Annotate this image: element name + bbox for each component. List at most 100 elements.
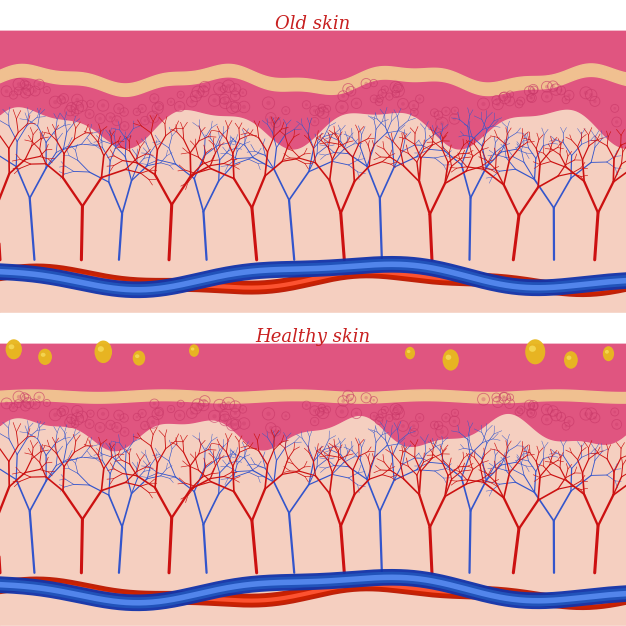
Circle shape: [313, 120, 316, 123]
Circle shape: [454, 411, 456, 414]
Circle shape: [384, 409, 386, 411]
Circle shape: [413, 111, 416, 113]
Circle shape: [62, 97, 66, 100]
Ellipse shape: [408, 351, 414, 357]
Ellipse shape: [192, 349, 198, 355]
Ellipse shape: [564, 351, 578, 369]
Circle shape: [437, 424, 440, 427]
Circle shape: [117, 107, 120, 110]
Circle shape: [4, 401, 9, 405]
Circle shape: [318, 411, 321, 414]
Circle shape: [88, 423, 91, 426]
Circle shape: [123, 125, 126, 128]
Ellipse shape: [98, 346, 104, 352]
Circle shape: [38, 396, 41, 399]
Circle shape: [274, 429, 277, 433]
Circle shape: [502, 395, 505, 398]
Ellipse shape: [9, 346, 21, 356]
Circle shape: [156, 412, 160, 416]
Circle shape: [545, 85, 549, 89]
Circle shape: [217, 403, 222, 408]
Circle shape: [33, 90, 37, 93]
Circle shape: [412, 424, 416, 428]
Circle shape: [75, 409, 80, 413]
Circle shape: [230, 423, 235, 427]
Circle shape: [481, 397, 486, 401]
Circle shape: [508, 99, 511, 103]
Circle shape: [123, 111, 126, 113]
Text: Old skin: Old skin: [275, 15, 351, 33]
Circle shape: [551, 409, 555, 413]
Circle shape: [412, 104, 416, 107]
Circle shape: [354, 412, 358, 415]
Circle shape: [531, 88, 535, 91]
Circle shape: [346, 394, 350, 398]
Circle shape: [24, 84, 28, 87]
Polygon shape: [0, 64, 626, 96]
Ellipse shape: [530, 348, 544, 361]
Circle shape: [613, 107, 616, 110]
Circle shape: [151, 115, 155, 119]
Circle shape: [349, 398, 352, 401]
Circle shape: [17, 82, 21, 86]
Circle shape: [196, 90, 200, 94]
Circle shape: [364, 82, 368, 85]
Circle shape: [372, 399, 375, 401]
Circle shape: [274, 121, 277, 125]
Circle shape: [242, 91, 244, 94]
Circle shape: [17, 402, 19, 405]
Circle shape: [178, 105, 182, 108]
Circle shape: [341, 399, 345, 403]
Circle shape: [17, 90, 19, 92]
Circle shape: [223, 418, 227, 422]
Circle shape: [364, 396, 368, 399]
Polygon shape: [0, 313, 626, 376]
Circle shape: [326, 408, 328, 411]
Circle shape: [615, 423, 618, 426]
Circle shape: [397, 86, 400, 89]
Circle shape: [284, 414, 287, 418]
Circle shape: [305, 404, 308, 407]
Circle shape: [518, 411, 520, 413]
Circle shape: [194, 94, 198, 98]
Circle shape: [418, 416, 421, 419]
Ellipse shape: [6, 339, 22, 359]
Polygon shape: [0, 31, 626, 149]
Circle shape: [53, 413, 58, 417]
Circle shape: [222, 97, 226, 101]
Circle shape: [89, 413, 92, 415]
Ellipse shape: [525, 339, 545, 364]
Circle shape: [321, 411, 325, 415]
Circle shape: [158, 410, 161, 413]
Circle shape: [520, 409, 522, 411]
Circle shape: [503, 96, 507, 100]
Circle shape: [136, 416, 138, 418]
Circle shape: [377, 101, 380, 103]
Circle shape: [378, 416, 381, 419]
Circle shape: [123, 430, 126, 433]
Circle shape: [509, 93, 511, 96]
Ellipse shape: [567, 356, 572, 360]
Circle shape: [560, 415, 563, 418]
Circle shape: [217, 86, 222, 91]
Circle shape: [98, 426, 102, 429]
Circle shape: [453, 117, 456, 121]
Circle shape: [74, 423, 76, 425]
Circle shape: [545, 418, 549, 421]
Circle shape: [313, 420, 316, 423]
Circle shape: [565, 425, 567, 428]
Circle shape: [141, 107, 143, 110]
Circle shape: [123, 416, 126, 419]
Circle shape: [444, 110, 448, 113]
Circle shape: [305, 103, 308, 106]
Circle shape: [98, 117, 102, 120]
Circle shape: [180, 403, 182, 405]
Circle shape: [551, 85, 555, 88]
Circle shape: [589, 93, 593, 97]
Circle shape: [202, 403, 205, 408]
Ellipse shape: [41, 354, 51, 362]
Circle shape: [222, 414, 226, 418]
Circle shape: [115, 119, 118, 123]
Bar: [0, 382, 626, 626]
Circle shape: [528, 403, 531, 407]
